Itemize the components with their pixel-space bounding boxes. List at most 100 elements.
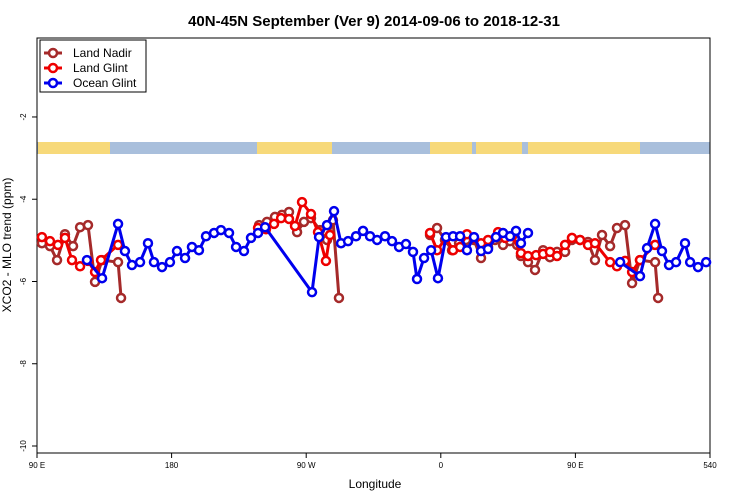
data-point [649,239,661,251]
data-point [510,225,522,237]
data-point [522,227,534,239]
data-point [407,246,419,258]
legend-marker [47,47,59,59]
data-point [259,221,271,233]
data-point [522,250,534,262]
data-point [95,254,107,266]
data-point [171,245,183,257]
data-point [36,231,48,243]
data-point [305,208,317,220]
x-axis-label: Longitude [349,477,402,491]
data-point [313,231,325,243]
data-point [411,273,423,285]
data-point [614,256,626,268]
x-tick-label: 180 [165,461,179,470]
data-point [321,219,333,231]
data-point [230,241,242,253]
data-point [424,227,436,239]
data-point [574,234,586,246]
data-point [400,238,412,250]
data-point [432,272,444,284]
data-point [283,213,295,225]
data-point [357,225,369,237]
data-point [81,254,93,266]
data-point [454,230,466,242]
data-point [252,227,264,239]
data-point [700,256,712,268]
data-point [134,256,146,268]
data-point [626,277,638,289]
data-point [112,218,124,230]
data-point [482,243,494,255]
y-tick-label: -2 [19,113,28,121]
y-tick-label: -4 [19,195,28,203]
data-point [611,222,623,234]
data-point [320,255,332,267]
data-point [386,235,398,247]
data-point [119,245,131,257]
data-point [461,244,473,256]
data-point [179,252,191,264]
data-point [245,232,257,244]
data-point [333,292,345,304]
data-point [515,237,527,249]
data-point [379,230,391,242]
data-point [164,256,176,268]
y-tick-label: -6 [19,277,28,285]
data-point [215,224,227,236]
data-point [350,230,362,242]
legend-label: Ocean Glint [73,76,137,90]
legend-label: Land Glint [73,61,128,75]
data-point [604,240,616,252]
data-point [112,256,124,268]
data-point [59,232,71,244]
data-point [551,250,563,262]
data-point [342,235,354,247]
data-point [112,239,124,251]
y-tick-label: -8 [19,360,28,368]
data-point [142,237,154,249]
data-point [193,244,205,256]
data-point [52,239,64,251]
data-point [51,254,63,266]
data-point [679,237,691,249]
x-tick-label: 90 W [297,461,316,470]
y-tick-label: -10 [19,440,28,452]
data-point [670,256,682,268]
data-point [371,234,383,246]
data-point [684,256,696,268]
data-point [641,242,653,254]
data-point [589,254,601,266]
data-point [82,219,94,231]
y-axis-label: XCO2 - MLO trend (ppm) [0,178,14,313]
data-point [74,261,86,272]
data-point [692,261,704,273]
data-point [289,220,301,232]
data-point [649,218,661,230]
plot-frame [36,37,711,454]
data-point [559,239,571,251]
legend-marker [47,77,59,89]
data-point [418,252,430,264]
data-point [126,259,138,271]
data-point [296,196,308,208]
x-tick-label: 90 E [29,461,45,470]
data-point [96,272,108,284]
data-point [431,222,443,234]
data-point [656,245,668,257]
data-point [425,244,437,256]
data-point [223,227,235,239]
data-point [649,256,661,268]
chart-title: 40N-45N September (Ver 9) 2014-09-06 to … [188,13,560,30]
data-point [200,230,212,242]
data-point [156,261,168,273]
data-point [115,292,127,304]
data-point [44,235,56,247]
data-point [566,232,578,244]
data-point [328,205,340,217]
land-mask-strip [37,142,710,154]
data-point [66,254,78,266]
data-point [268,218,280,230]
data-point [67,240,79,252]
